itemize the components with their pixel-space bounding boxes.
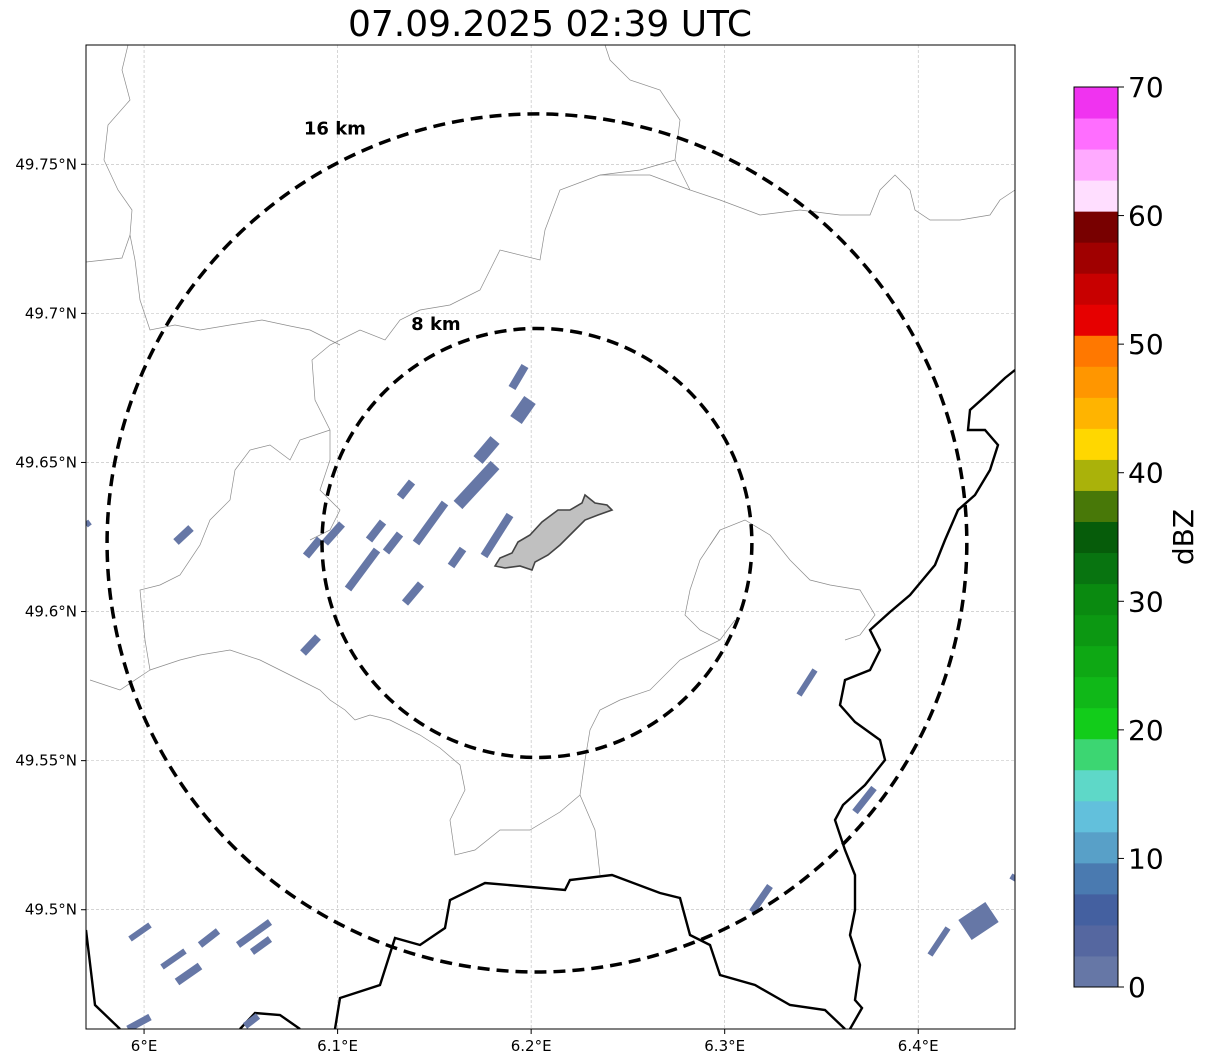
x-tick-label: 6.3°E xyxy=(704,1037,745,1055)
y-tick-label: 49.55°N xyxy=(15,752,77,770)
radar-echo xyxy=(382,531,404,555)
colorbar-segment xyxy=(1074,645,1118,678)
range-ring-label: 8 km xyxy=(411,314,461,335)
colorbar-segment xyxy=(1074,180,1118,212)
city-area xyxy=(493,493,614,572)
colorbar-segment xyxy=(1074,521,1118,554)
radar-echoes xyxy=(86,363,1015,1029)
map-title: 07.09.2025 02:39 UTC xyxy=(347,4,753,45)
radar-echo xyxy=(300,634,321,656)
colorbar-segment xyxy=(1074,738,1118,771)
colorbar-segment xyxy=(1074,583,1118,616)
colorbar-segment xyxy=(1074,769,1118,802)
admin-boundaries xyxy=(86,45,1015,876)
radar-echo xyxy=(796,668,818,697)
radar-echo xyxy=(749,884,773,914)
colorbar-frame xyxy=(1073,86,1119,988)
radar-echo xyxy=(302,536,324,559)
radar-echo xyxy=(453,460,500,510)
colorbar-tick-label: 10 xyxy=(1128,842,1164,875)
x-tick-label: 6°E xyxy=(131,1037,158,1055)
colorbar-segment xyxy=(1074,118,1118,150)
radar-echo xyxy=(86,519,92,528)
colorbar-segment xyxy=(1074,149,1118,181)
radar-echo xyxy=(344,547,381,592)
radar-echo xyxy=(126,1013,152,1029)
range-ring xyxy=(105,112,969,974)
national-border xyxy=(86,369,1015,1029)
colorbar-tick-label: 0 xyxy=(1128,971,1146,1004)
colorbar-tick-label: 50 xyxy=(1128,328,1164,361)
colorbar-tick-label: 30 xyxy=(1128,585,1164,618)
colorbar-tick-label: 60 xyxy=(1128,200,1164,233)
radar-echo xyxy=(365,519,387,543)
colorbar-segment xyxy=(1074,335,1118,367)
colorbar-label: dBZ xyxy=(1167,509,1200,565)
y-tick-label: 49.75°N xyxy=(15,155,77,173)
radar-echo xyxy=(510,395,536,425)
x-tick-label: 6.4°E xyxy=(898,1037,939,1055)
range-rings: 8 km 16 km xyxy=(105,112,969,974)
x-axis-ticks: 6°E 6.1°E 6.2°E 6.3°E 6.4°E xyxy=(131,1029,939,1055)
y-tick-label: 49.5°N xyxy=(25,901,77,919)
radar-echo xyxy=(927,926,951,957)
radar-echo xyxy=(242,1013,261,1029)
colorbar-segment xyxy=(1074,459,1118,491)
x-tick-label: 6.2°E xyxy=(511,1037,552,1055)
radar-echo xyxy=(508,363,529,391)
colorbar-segment xyxy=(1074,304,1118,336)
y-tick-label: 49.65°N xyxy=(15,453,77,471)
colorbar-segment xyxy=(1074,242,1118,274)
x-tick-label: 6.1°E xyxy=(317,1037,358,1055)
colorbar-segment xyxy=(1074,87,1118,119)
radar-echo xyxy=(197,928,221,948)
radar-echo xyxy=(447,546,467,569)
colorbar-segment xyxy=(1074,707,1118,740)
radar-echo xyxy=(235,919,273,948)
radar-echo xyxy=(396,479,416,500)
colorbar-segment xyxy=(1074,924,1118,957)
y-tick-label: 49.6°N xyxy=(25,603,77,621)
colorbar-segment xyxy=(1074,552,1118,585)
colorbar-segment xyxy=(1074,366,1118,398)
radar-echo xyxy=(160,948,187,970)
radar-echo xyxy=(480,512,514,559)
colorbar-segment xyxy=(1074,893,1118,926)
radar-echo xyxy=(852,785,877,815)
colorbar-tick-label: 70 xyxy=(1128,71,1164,104)
colorbar-segment xyxy=(1074,800,1118,833)
radar-echo xyxy=(249,936,273,955)
y-tick-label: 49.7°N xyxy=(25,304,77,322)
colorbar-segment xyxy=(1074,831,1118,864)
y-axis-ticks: 49.75°N 49.7°N 49.65°N 49.6°N 49.55°N 49.5°N xyxy=(15,155,86,919)
colorbar: 0 10 20 30 40 50 60 70 dBZ xyxy=(1073,71,1200,1004)
radar-echo xyxy=(128,922,152,942)
radar-echo xyxy=(958,902,999,940)
colorbar-segment xyxy=(1074,862,1118,895)
colorbar-segment xyxy=(1074,428,1118,460)
radar-echo xyxy=(173,525,194,545)
radar-echo xyxy=(322,521,345,546)
colorbar-segment xyxy=(1074,490,1118,522)
colorbar-segment xyxy=(1074,955,1118,988)
colorbar-segment xyxy=(1074,273,1118,305)
colorbar-segment xyxy=(1074,676,1118,709)
range-ring xyxy=(320,326,754,760)
colorbar-segment xyxy=(1074,397,1118,429)
colorbar-tick-label: 40 xyxy=(1128,457,1164,490)
colorbar-segment xyxy=(1074,211,1118,243)
radar-echo xyxy=(412,500,449,546)
radar-echo xyxy=(174,962,203,986)
radar-echo xyxy=(401,581,425,606)
colorbar-segment xyxy=(1074,614,1118,647)
range-ring-label: 16 km xyxy=(304,119,366,140)
radar-echo xyxy=(473,436,500,464)
map-frame xyxy=(85,44,1016,1030)
colorbar-tick-label: 20 xyxy=(1128,714,1164,747)
